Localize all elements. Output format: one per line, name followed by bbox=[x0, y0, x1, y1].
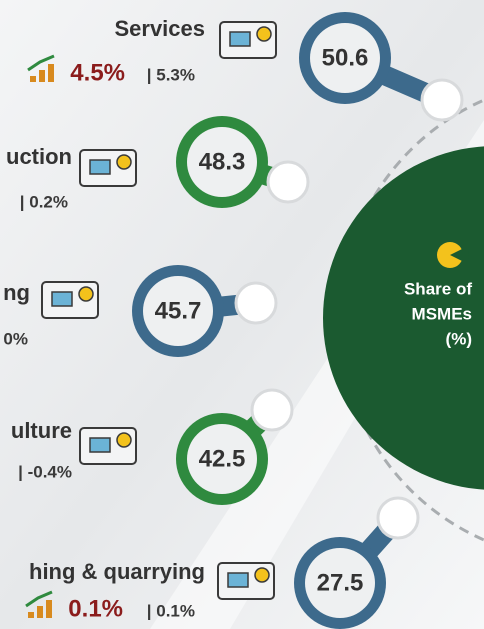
center-label: MSMEs bbox=[412, 304, 472, 323]
sector-icon-detail bbox=[256, 26, 272, 42]
growth-icon bbox=[28, 612, 34, 618]
sector-label: ng bbox=[3, 280, 30, 305]
secondary-rate: | 0.1% bbox=[147, 601, 195, 620]
center-label: Share of bbox=[404, 279, 472, 298]
node bbox=[250, 388, 294, 432]
primary-rate: 4.5% bbox=[70, 59, 125, 86]
value: 45.7 bbox=[155, 297, 202, 324]
node bbox=[420, 78, 464, 122]
sector-icon-detail bbox=[89, 159, 111, 175]
sector-icon-detail bbox=[254, 567, 270, 583]
secondary-rate: | 0.2% bbox=[20, 192, 68, 211]
value: 50.6 bbox=[322, 44, 369, 71]
sector-icon-detail bbox=[227, 572, 249, 588]
sector-icon-detail bbox=[116, 432, 132, 448]
growth-icon bbox=[48, 64, 54, 82]
value-bubble bbox=[143, 276, 213, 346]
secondary-rate: | -0.4% bbox=[18, 462, 72, 481]
secondary-rate: | 5.3% bbox=[147, 65, 195, 84]
value-bubble bbox=[187, 424, 257, 494]
secondary-rate: 0% bbox=[3, 329, 28, 348]
sector-label: Services bbox=[114, 16, 205, 41]
center-label: (%) bbox=[446, 329, 472, 348]
center-circle bbox=[323, 146, 484, 490]
sector-label: ulture bbox=[11, 418, 72, 443]
growth-icon bbox=[30, 76, 36, 82]
sector-label: hing & quarrying bbox=[29, 559, 205, 584]
pie-icon-cut bbox=[450, 247, 469, 263]
value: 42.5 bbox=[199, 445, 246, 472]
growth-icon bbox=[46, 600, 52, 618]
growth-arrow bbox=[25, 590, 53, 608]
growth-icon bbox=[39, 70, 45, 82]
value-bubble bbox=[305, 548, 375, 618]
primary-rate: 0.1% bbox=[68, 595, 123, 622]
sector-icon-detail bbox=[89, 437, 111, 453]
growth-icon bbox=[37, 606, 43, 618]
sector-icon-detail bbox=[229, 31, 251, 47]
node bbox=[266, 160, 310, 204]
node bbox=[376, 496, 420, 540]
node bbox=[234, 281, 278, 325]
value: 48.3 bbox=[199, 148, 246, 175]
value-bubble bbox=[187, 127, 257, 197]
sector-icon-detail bbox=[51, 291, 73, 307]
sector-label: uction bbox=[6, 144, 72, 169]
sector-icon-detail bbox=[116, 154, 132, 170]
sector-icon-detail bbox=[78, 286, 94, 302]
value: 27.5 bbox=[317, 569, 364, 596]
growth-arrow bbox=[27, 54, 55, 72]
value-bubble bbox=[310, 23, 380, 93]
